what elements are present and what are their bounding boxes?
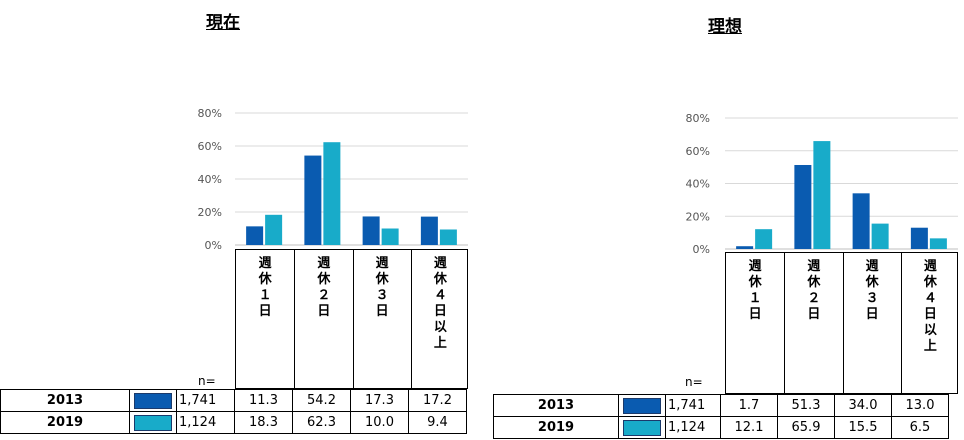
- y-tick-label: 40%: [686, 178, 710, 191]
- n-value: 1,124: [176, 411, 235, 434]
- bar-2013-3: [852, 193, 870, 249]
- bar-2013-2: [304, 155, 322, 245]
- y-tick-label: 80%: [686, 112, 710, 125]
- bar-2019-4: [929, 238, 947, 249]
- value-cell: 15.5: [834, 416, 892, 439]
- series-name: 2019: [0, 411, 130, 434]
- bar-2019-1: [265, 214, 283, 245]
- y-tick-label: 60%: [198, 140, 222, 153]
- n-value: 1,741: [665, 394, 721, 417]
- value-cell: 54.2: [292, 389, 351, 412]
- bar-2019-3: [871, 223, 889, 249]
- data-table: 2013 1,741 11.3 54.2 17.3 17.2 2019 1,12…: [0, 389, 467, 434]
- bar-2019-4: [439, 229, 457, 245]
- n-value: 1,124: [665, 416, 721, 439]
- series-name: 2019: [493, 416, 619, 439]
- bar-2013-1: [246, 226, 264, 245]
- bar-2013-4: [910, 227, 928, 249]
- bar-2019-3: [381, 228, 399, 245]
- y-tick-label: 0%: [205, 239, 222, 252]
- y-tick-label: 20%: [686, 210, 710, 223]
- value-cell: 1.7: [720, 394, 778, 417]
- value-cell: 10.0: [350, 411, 409, 434]
- y-tick-label: 20%: [198, 206, 222, 219]
- bar-2013-4: [420, 216, 438, 245]
- bar-2019-1: [755, 229, 773, 249]
- legend-swatch-2013: [134, 392, 172, 409]
- value-cell: 13.0: [891, 394, 949, 417]
- value-cell: 17.2: [408, 389, 467, 412]
- value-cell: 51.3: [777, 394, 835, 417]
- n-label: n=: [685, 375, 703, 389]
- legend-swatch-2019: [623, 419, 661, 436]
- series-name: 2013: [493, 394, 619, 417]
- n-value: 1,741: [176, 389, 235, 412]
- value-cell: 18.3: [234, 411, 293, 434]
- value-cell: 6.5: [891, 416, 949, 439]
- series-name: 2013: [0, 389, 130, 412]
- value-cell: 34.0: [834, 394, 892, 417]
- n-label: n=: [198, 374, 216, 388]
- y-tick-label: 60%: [686, 145, 710, 158]
- value-cell: 12.1: [720, 416, 778, 439]
- table-row: 2013 1,741 11.3 54.2 17.3 17.2: [0, 389, 467, 412]
- value-cell: 65.9: [777, 416, 835, 439]
- value-cell: 62.3: [292, 411, 351, 434]
- value-cell: 17.3: [350, 389, 409, 412]
- y-tick-label: 80%: [198, 107, 222, 120]
- bar-2019-2: [323, 142, 341, 245]
- value-cell: 11.3: [234, 389, 293, 412]
- bar-2013-2: [794, 164, 812, 249]
- table-row: 2019 1,124 12.1 65.9 15.5 6.5: [493, 416, 949, 439]
- data-table: 2013 1,741 1.7 51.3 34.0 13.0 2019 1,124…: [493, 394, 949, 439]
- legend-swatch-2013: [623, 397, 661, 414]
- chart-title: 現在: [206, 13, 240, 33]
- legend-cell: [129, 389, 177, 412]
- table-row: 2019 1,124 18.3 62.3 10.0 9.4: [0, 411, 467, 434]
- value-cell: 9.4: [408, 411, 467, 434]
- y-tick-label: 40%: [198, 173, 222, 186]
- table-row: 2013 1,741 1.7 51.3 34.0 13.0: [493, 394, 949, 417]
- bar-chart-svg: 0% 20% 40% 60% 80%: [686, 112, 958, 256]
- bar-2013-3: [362, 216, 380, 245]
- legend-swatch-2019: [134, 414, 172, 431]
- bar-2013-1: [736, 246, 754, 249]
- y-tick-label: 0%: [693, 243, 710, 256]
- legend-cell: [618, 416, 666, 439]
- bar-2019-2: [813, 141, 831, 249]
- bar-chart-svg: 0% 20% 40% 60% 80%: [198, 107, 468, 252]
- chart-title: 理想: [708, 17, 742, 37]
- legend-cell: [129, 411, 177, 434]
- legend-cell: [618, 394, 666, 417]
